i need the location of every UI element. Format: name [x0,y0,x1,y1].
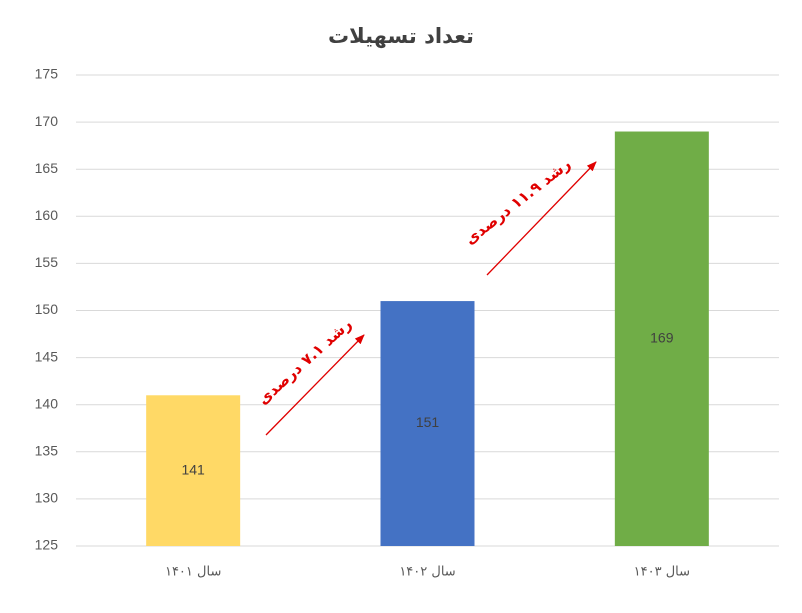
y-tick-label: 150 [35,301,59,317]
y-tick-label: 140 [35,395,59,411]
x-tick-label: سال ۱۴۰۱ [165,565,221,580]
bar [146,395,241,546]
arrow [486,161,597,276]
y-tick-label: 170 [35,113,59,129]
x-tick-label: سال ۱۴۰۳ [634,565,690,580]
y-tick-label: 135 [35,443,59,459]
y-tick-label: 155 [35,254,59,270]
data-label: 151 [416,414,440,430]
chart-title: تعداد تسهیلات [328,24,474,48]
plot-area: 125 130 135 140 145 150 155 160 165 170 175 سال ۱۴۰… [35,66,779,580]
y-tick-label: 160 [35,207,59,223]
data-label: 141 [181,461,205,477]
y-tick-label: 130 [35,490,59,506]
data-label: 169 [650,329,674,345]
y-tick-label: 165 [35,160,59,176]
y-tick-label: 125 [35,537,59,553]
bar [380,301,475,546]
y-tick-label: 145 [35,348,59,364]
x-tick-label: سال ۱۴۰۲ [399,565,455,580]
arrow [265,334,365,436]
bar [614,131,709,546]
y-tick-label: 175 [35,66,59,82]
